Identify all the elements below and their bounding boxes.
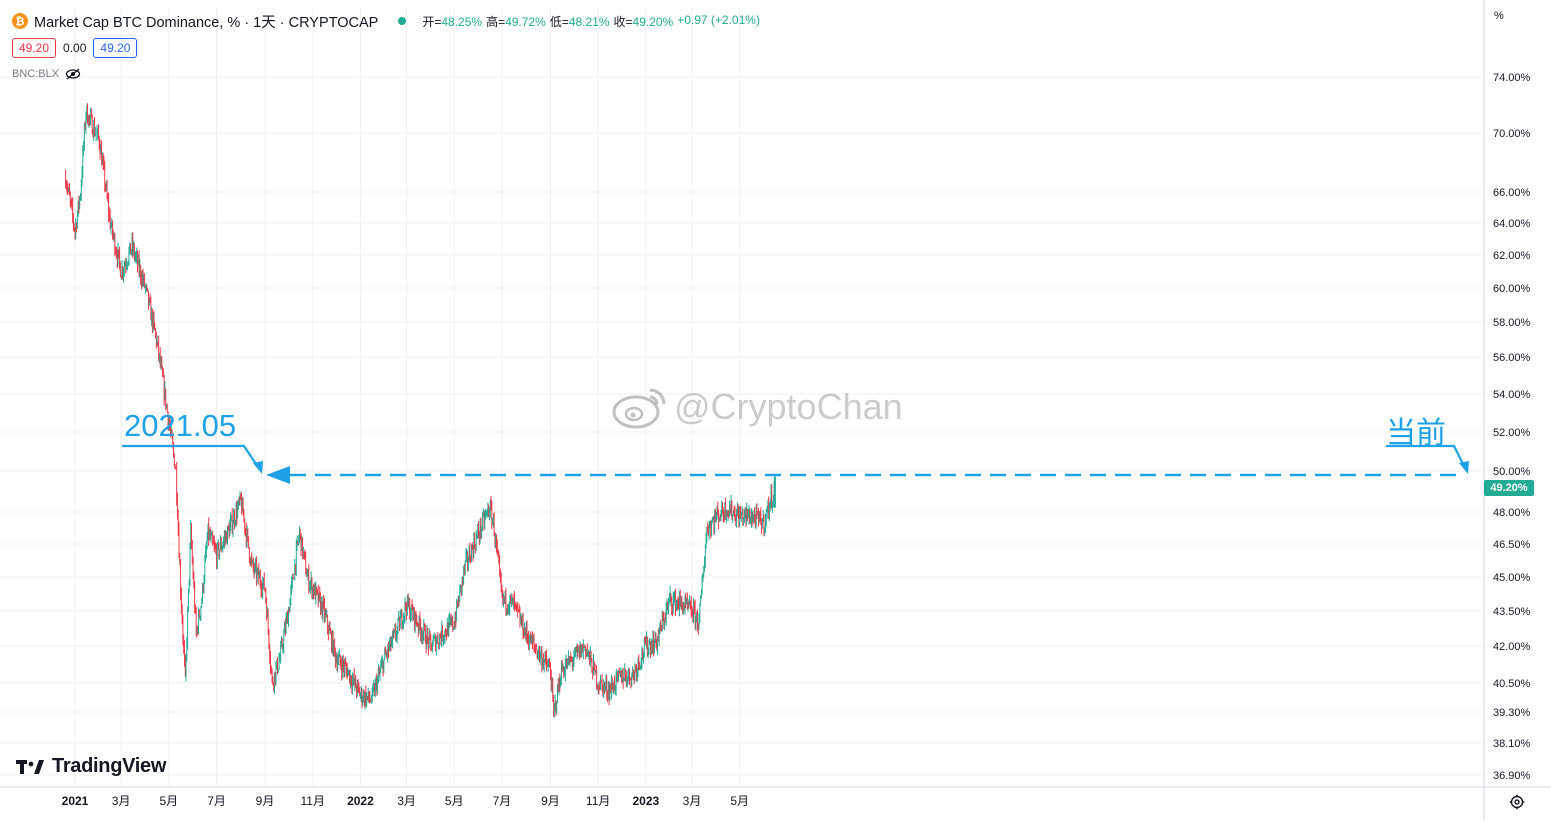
- gear-icon[interactable]: [1509, 794, 1525, 810]
- x-tick-label: 3月: [112, 794, 131, 808]
- y-tick-label: 66.00%: [1493, 187, 1531, 199]
- axis-unit-label[interactable]: %: [1494, 10, 1504, 22]
- last-price-label: 49.20%: [1484, 480, 1534, 496]
- y-tick-label: 52.00%: [1493, 427, 1531, 439]
- spread-value: 0.00: [63, 41, 87, 55]
- x-tick-label: 3月: [397, 794, 416, 808]
- tradingview-logo-icon: [16, 759, 44, 774]
- x-tick-label: 2021: [62, 794, 89, 808]
- buy-price-button[interactable]: 49.20: [93, 38, 138, 58]
- y-tick-label: 56.00%: [1493, 352, 1531, 364]
- eye-slash-icon[interactable]: [65, 68, 81, 80]
- candles-series: [65, 103, 776, 718]
- watermark-text: @CryptoChan: [674, 386, 903, 427]
- y-tick-label: 45.00%: [1493, 572, 1531, 584]
- y-tick-label: 46.50%: [1493, 539, 1531, 551]
- annotation-leader-2021: [122, 444, 261, 471]
- tradingview-logo[interactable]: TradingView: [16, 755, 166, 778]
- y-tick-label: 39.30%: [1493, 707, 1531, 719]
- symbol-title[interactable]: Market Cap BTC Dominance, % · 1天 · CRYPT…: [34, 14, 379, 31]
- weibo-icon: [612, 388, 666, 429]
- y-tick-label: 36.90%: [1493, 770, 1531, 782]
- annotation-arrow-2021: [253, 461, 263, 474]
- x-tick-label: 5月: [159, 794, 178, 808]
- symbol-legend[interactable]: ₿ Market Cap BTC Dominance, % · 1天 · CRY…: [12, 10, 760, 32]
- x-tick-label: 11月: [300, 794, 324, 808]
- ohlc-values: 开=48.25% 高=49.72% 低=48.21% 收=49.20% +0.9…: [422, 13, 760, 30]
- y-tick-label: 74.00%: [1493, 72, 1531, 84]
- annotation-leader-current: [1386, 444, 1467, 471]
- annotation-arrowhead-left: [266, 466, 290, 485]
- x-tick-label: 7月: [207, 794, 226, 808]
- annotation-arrow-current: [1459, 461, 1469, 474]
- ohlc-low: 低=48.21%: [549, 14, 610, 29]
- sell-price-button[interactable]: 49.20: [12, 38, 57, 58]
- x-tick-label: 11月: [586, 794, 610, 808]
- x-tick-label: 3月: [683, 794, 702, 808]
- x-tick-label: 2023: [633, 794, 660, 808]
- y-tick-label: 60.00%: [1493, 283, 1531, 295]
- y-tick-label: 58.00%: [1493, 317, 1531, 329]
- weibo-watermark: @CryptoChan: [610, 384, 903, 430]
- annotation-2021-05[interactable]: 2021.05: [124, 408, 237, 443]
- y-tick-label: 70.00%: [1493, 128, 1531, 140]
- x-tick-label: 9月: [256, 794, 275, 808]
- ohlc-change: +0.97 (+2.01%): [677, 12, 760, 27]
- compare-series-legend[interactable]: BNC:BLX: [12, 68, 81, 80]
- y-tick-label: 40.50%: [1493, 678, 1531, 690]
- bitcoin-icon: ₿: [12, 13, 28, 29]
- ohlc-high: 高=49.72%: [486, 14, 546, 29]
- x-tick-label: 5月: [730, 794, 749, 808]
- y-tick-label: 38.10%: [1493, 738, 1531, 750]
- y-tick-label: 50.00%: [1493, 466, 1531, 478]
- ohlc-close: 收=49.20%: [613, 14, 674, 29]
- market-status-icon[interactable]: [398, 17, 407, 25]
- y-tick-label: 62.00%: [1493, 250, 1531, 262]
- trade-buttons: 49.20 0.00 49.20: [12, 38, 138, 58]
- x-tick-label: 9月: [541, 794, 560, 808]
- ohlc-open: 开=48.25%: [422, 14, 483, 29]
- x-tick-label: 7月: [493, 794, 512, 808]
- x-tick-label: 2022: [347, 794, 374, 808]
- logo-text: TradingView: [52, 755, 167, 777]
- y-tick-label: 43.50%: [1493, 606, 1531, 618]
- y-tick-label: 42.00%: [1493, 641, 1531, 653]
- compare-symbol-label: BNC:BLX: [12, 68, 60, 80]
- x-tick-label: 5月: [445, 794, 464, 808]
- y-tick-label: 54.00%: [1493, 389, 1531, 401]
- annotation-current[interactable]: 当前: [1386, 416, 1446, 451]
- y-tick-label: 48.00%: [1493, 507, 1531, 519]
- y-tick-label: 64.00%: [1493, 218, 1531, 230]
